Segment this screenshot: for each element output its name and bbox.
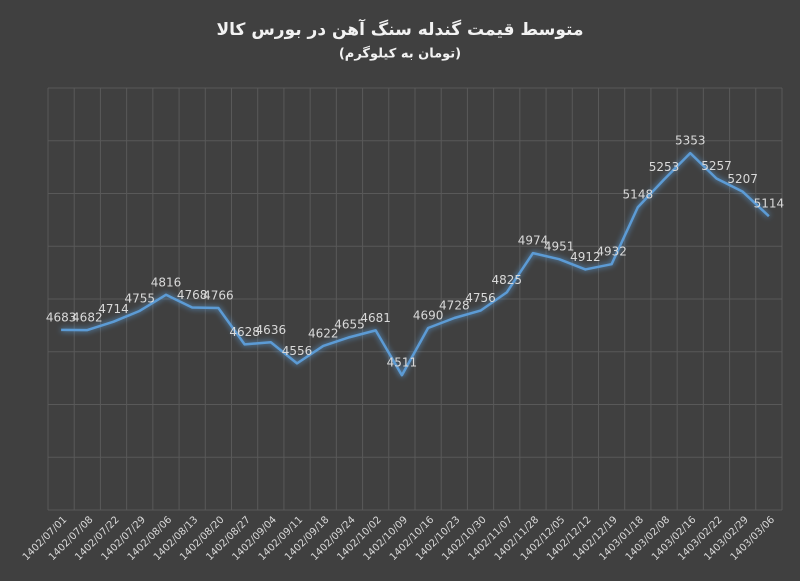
data-label: 4636	[256, 323, 287, 337]
data-label: 4912	[570, 250, 601, 264]
data-label: 5353	[675, 134, 706, 148]
data-label: 4766	[203, 288, 234, 302]
data-label: 4951	[544, 240, 575, 254]
data-label: 5114	[754, 197, 785, 211]
data-label: 4655	[334, 318, 365, 332]
data-label: 4622	[308, 326, 339, 340]
data-label: 5257	[701, 159, 732, 173]
data-label: 4768	[177, 288, 208, 302]
data-label: 4932	[596, 245, 627, 259]
data-label: 4714	[98, 302, 129, 316]
data-label: 4755	[124, 291, 155, 305]
data-label: 4690	[413, 309, 444, 323]
data-label: 5253	[649, 160, 680, 174]
data-label: 4728	[439, 298, 470, 312]
data-label: 4628	[229, 325, 260, 339]
data-label: 4816	[151, 275, 182, 289]
data-label: 4974	[518, 234, 549, 248]
data-label: 4681	[360, 311, 391, 325]
data-label: 4556	[282, 344, 313, 358]
data-label: 4825	[491, 273, 522, 287]
chart-subtitle: (تومان به کیلوگرم)	[339, 46, 461, 62]
data-label: 5207	[727, 172, 758, 186]
data-label: 4682	[72, 311, 103, 325]
chart-title: متوسط قیمت گندله سنگ آهن در بورس کالا	[217, 18, 584, 40]
data-label: 4683	[46, 310, 77, 324]
data-label: 4511	[387, 356, 418, 370]
line	[61, 151, 770, 377]
data-label: 4756	[465, 291, 496, 305]
data-label: 5148	[623, 188, 654, 202]
